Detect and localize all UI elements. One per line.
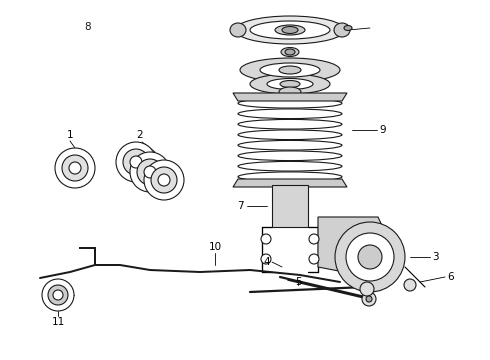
Ellipse shape	[238, 98, 342, 108]
Circle shape	[158, 174, 170, 186]
Ellipse shape	[334, 23, 350, 37]
Circle shape	[366, 296, 372, 302]
Circle shape	[335, 222, 405, 292]
Text: 6: 6	[447, 272, 454, 282]
Text: 4: 4	[264, 257, 270, 267]
Ellipse shape	[250, 21, 330, 39]
Polygon shape	[272, 185, 308, 227]
Text: 2: 2	[137, 130, 143, 140]
Circle shape	[48, 285, 68, 305]
Ellipse shape	[238, 130, 342, 140]
Text: 5: 5	[295, 277, 302, 287]
Circle shape	[309, 254, 319, 264]
Circle shape	[144, 160, 184, 200]
Ellipse shape	[282, 27, 298, 33]
Circle shape	[137, 159, 163, 185]
Circle shape	[309, 234, 319, 244]
Polygon shape	[318, 217, 385, 277]
Ellipse shape	[267, 78, 313, 90]
Circle shape	[144, 166, 156, 178]
Ellipse shape	[280, 81, 300, 87]
Polygon shape	[233, 93, 347, 101]
Circle shape	[261, 234, 271, 244]
Circle shape	[151, 167, 177, 193]
Ellipse shape	[275, 25, 305, 35]
Circle shape	[116, 142, 156, 182]
Circle shape	[69, 162, 81, 174]
Text: 3: 3	[432, 252, 439, 262]
Circle shape	[346, 233, 394, 281]
Polygon shape	[286, 94, 294, 98]
Ellipse shape	[238, 120, 342, 129]
Circle shape	[42, 279, 74, 311]
Ellipse shape	[240, 58, 340, 82]
Circle shape	[404, 279, 416, 291]
Text: 11: 11	[51, 317, 65, 327]
Circle shape	[358, 245, 382, 269]
Circle shape	[261, 254, 271, 264]
Ellipse shape	[279, 66, 301, 74]
Text: 7: 7	[237, 201, 244, 211]
Ellipse shape	[238, 151, 342, 161]
Ellipse shape	[285, 49, 295, 55]
Ellipse shape	[250, 74, 330, 94]
Circle shape	[360, 282, 374, 296]
Ellipse shape	[279, 87, 301, 97]
Circle shape	[130, 156, 142, 168]
Circle shape	[130, 152, 170, 192]
Ellipse shape	[235, 16, 345, 44]
Circle shape	[362, 292, 376, 306]
Circle shape	[55, 148, 95, 188]
Text: 8: 8	[84, 22, 91, 32]
Ellipse shape	[344, 26, 352, 31]
Ellipse shape	[238, 172, 342, 181]
Circle shape	[123, 149, 149, 175]
Ellipse shape	[260, 63, 320, 77]
Circle shape	[62, 155, 88, 181]
Ellipse shape	[281, 48, 299, 57]
Ellipse shape	[238, 109, 342, 118]
Ellipse shape	[238, 161, 342, 171]
Text: 10: 10	[208, 242, 221, 252]
Circle shape	[53, 290, 63, 300]
Ellipse shape	[230, 23, 246, 37]
Text: 9: 9	[379, 125, 386, 135]
Text: 1: 1	[67, 130, 74, 140]
Polygon shape	[233, 179, 347, 187]
Ellipse shape	[238, 140, 342, 150]
